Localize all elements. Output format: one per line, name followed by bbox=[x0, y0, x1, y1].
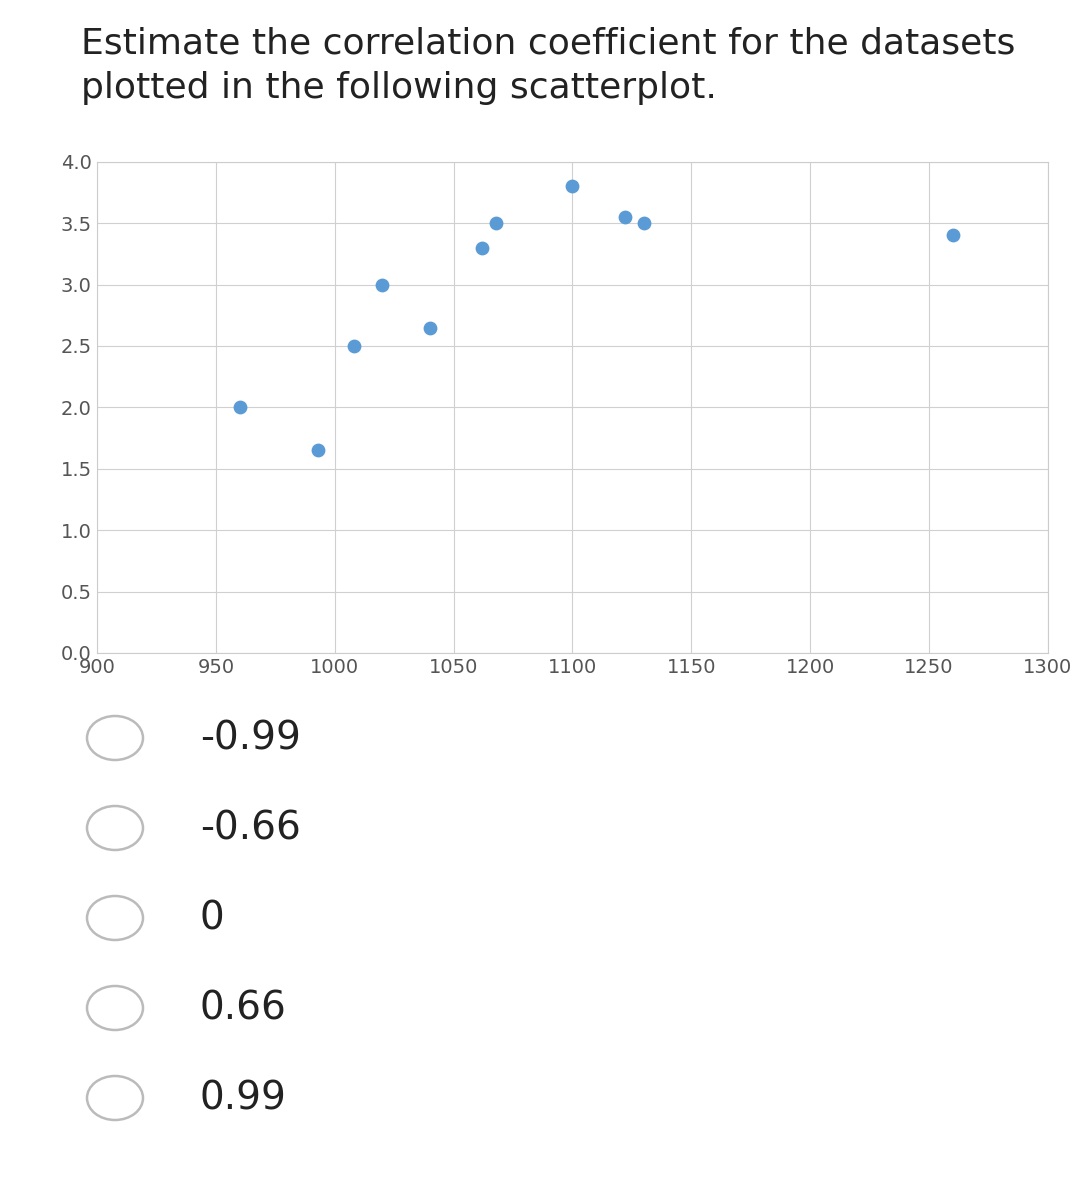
Text: 0: 0 bbox=[200, 898, 225, 937]
Point bbox=[374, 274, 391, 294]
Text: Estimate the correlation coefficient for the datasets
plotted in the following s: Estimate the correlation coefficient for… bbox=[81, 26, 1015, 105]
Point bbox=[346, 337, 363, 356]
Point bbox=[421, 317, 438, 337]
Point bbox=[488, 213, 505, 232]
Point bbox=[231, 398, 248, 417]
Point bbox=[944, 225, 961, 246]
Text: 0.99: 0.99 bbox=[200, 1079, 287, 1117]
Point bbox=[473, 238, 490, 258]
Point bbox=[635, 213, 652, 232]
Point bbox=[564, 176, 581, 195]
Point bbox=[310, 441, 327, 460]
Text: -0.99: -0.99 bbox=[200, 719, 301, 757]
Text: -0.66: -0.66 bbox=[200, 809, 301, 847]
Text: 0.66: 0.66 bbox=[200, 990, 287, 1027]
Point bbox=[616, 207, 633, 226]
